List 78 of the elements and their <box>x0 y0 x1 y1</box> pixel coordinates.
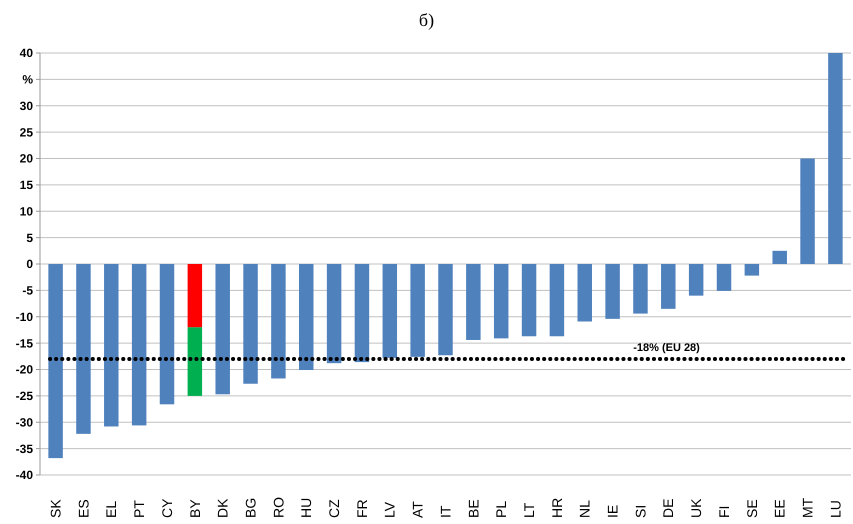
bar <box>104 264 119 426</box>
x-tick-label: SK <box>47 498 64 518</box>
bar <box>438 264 453 356</box>
bar <box>828 53 843 264</box>
x-tick-label: NL <box>576 500 593 518</box>
bar <box>688 264 704 296</box>
x-tick-label: BG <box>242 498 258 518</box>
y-tick-label: -35 <box>16 442 34 456</box>
x-tick-label: CZ <box>326 498 342 518</box>
y-tick-label: -40 <box>16 468 34 482</box>
x-tick-label: FR <box>354 499 370 518</box>
x-tick-label: HR <box>548 498 565 518</box>
y-tick-label: -20 <box>16 362 34 377</box>
x-tick-label: LT <box>520 502 537 518</box>
x-tick-label: RO <box>270 496 286 518</box>
x-tick-label: EE <box>772 499 788 518</box>
bar <box>466 264 481 340</box>
y-tick-label: 25 <box>20 125 34 140</box>
ref-line-label: -18% (EU 28) <box>633 342 700 354</box>
bar <box>578 264 592 322</box>
y-tick-label: 40 <box>20 46 34 60</box>
bar <box>633 264 648 314</box>
y-tick-label: 20 <box>20 152 34 166</box>
chart-title: б) <box>418 10 434 30</box>
bar <box>550 264 564 336</box>
y-tick-label: -30 <box>16 415 34 430</box>
x-tick-label: CY <box>158 498 175 518</box>
x-tick-label: HU <box>298 498 314 518</box>
x-tick-label: SE <box>744 499 760 518</box>
bar <box>410 264 425 357</box>
bar <box>160 264 174 404</box>
bar <box>772 250 787 264</box>
bar <box>716 264 732 291</box>
bar <box>271 264 286 378</box>
y-tick-label: -10 <box>16 310 34 324</box>
bar <box>661 264 676 309</box>
x-tick-label: FI <box>716 506 732 518</box>
x-tick-label: DK <box>214 498 231 518</box>
y-tick-label: -15 <box>16 336 34 350</box>
bar <box>382 264 398 358</box>
bar <box>605 264 620 319</box>
x-tick-label: PL <box>493 500 510 518</box>
x-tick-label: PT <box>131 500 148 518</box>
bar <box>132 264 146 426</box>
bar <box>522 264 536 336</box>
bar <box>188 327 202 396</box>
bar <box>48 264 63 458</box>
bar <box>299 264 314 370</box>
y-tick-label: 0 <box>26 257 34 272</box>
y-tick-label: % <box>22 72 34 87</box>
bar <box>744 264 760 276</box>
bar <box>326 264 342 364</box>
y-tick-label: -5 <box>22 284 34 298</box>
x-tick-label: UK <box>688 498 704 518</box>
bar <box>215 264 230 394</box>
bar <box>243 264 258 384</box>
y-tick-label: 30 <box>20 98 34 113</box>
x-tick-label: BY <box>186 498 203 518</box>
x-tick-label: MT <box>799 497 816 518</box>
x-tick-label: LU <box>827 500 844 518</box>
bar <box>354 264 370 362</box>
x-tick-label: IE <box>604 504 620 518</box>
bar <box>76 264 91 434</box>
x-tick-label: IT <box>437 505 454 518</box>
y-tick-label: 15 <box>20 178 34 192</box>
y-tick-label: 10 <box>20 204 34 218</box>
y-tick-label: 5 <box>26 230 34 245</box>
y-tick-label: -25 <box>16 389 34 404</box>
x-tick-label: EL <box>103 500 120 518</box>
x-tick-label: ES <box>75 499 92 518</box>
x-tick-label: BE <box>465 499 482 518</box>
bar <box>494 264 508 338</box>
x-tick-label: AT <box>410 500 426 518</box>
x-tick-label: DE <box>660 498 676 518</box>
x-tick-label: SI <box>632 504 648 518</box>
bar <box>188 264 202 328</box>
bar <box>800 158 815 264</box>
x-tick-label: LV <box>382 501 398 518</box>
